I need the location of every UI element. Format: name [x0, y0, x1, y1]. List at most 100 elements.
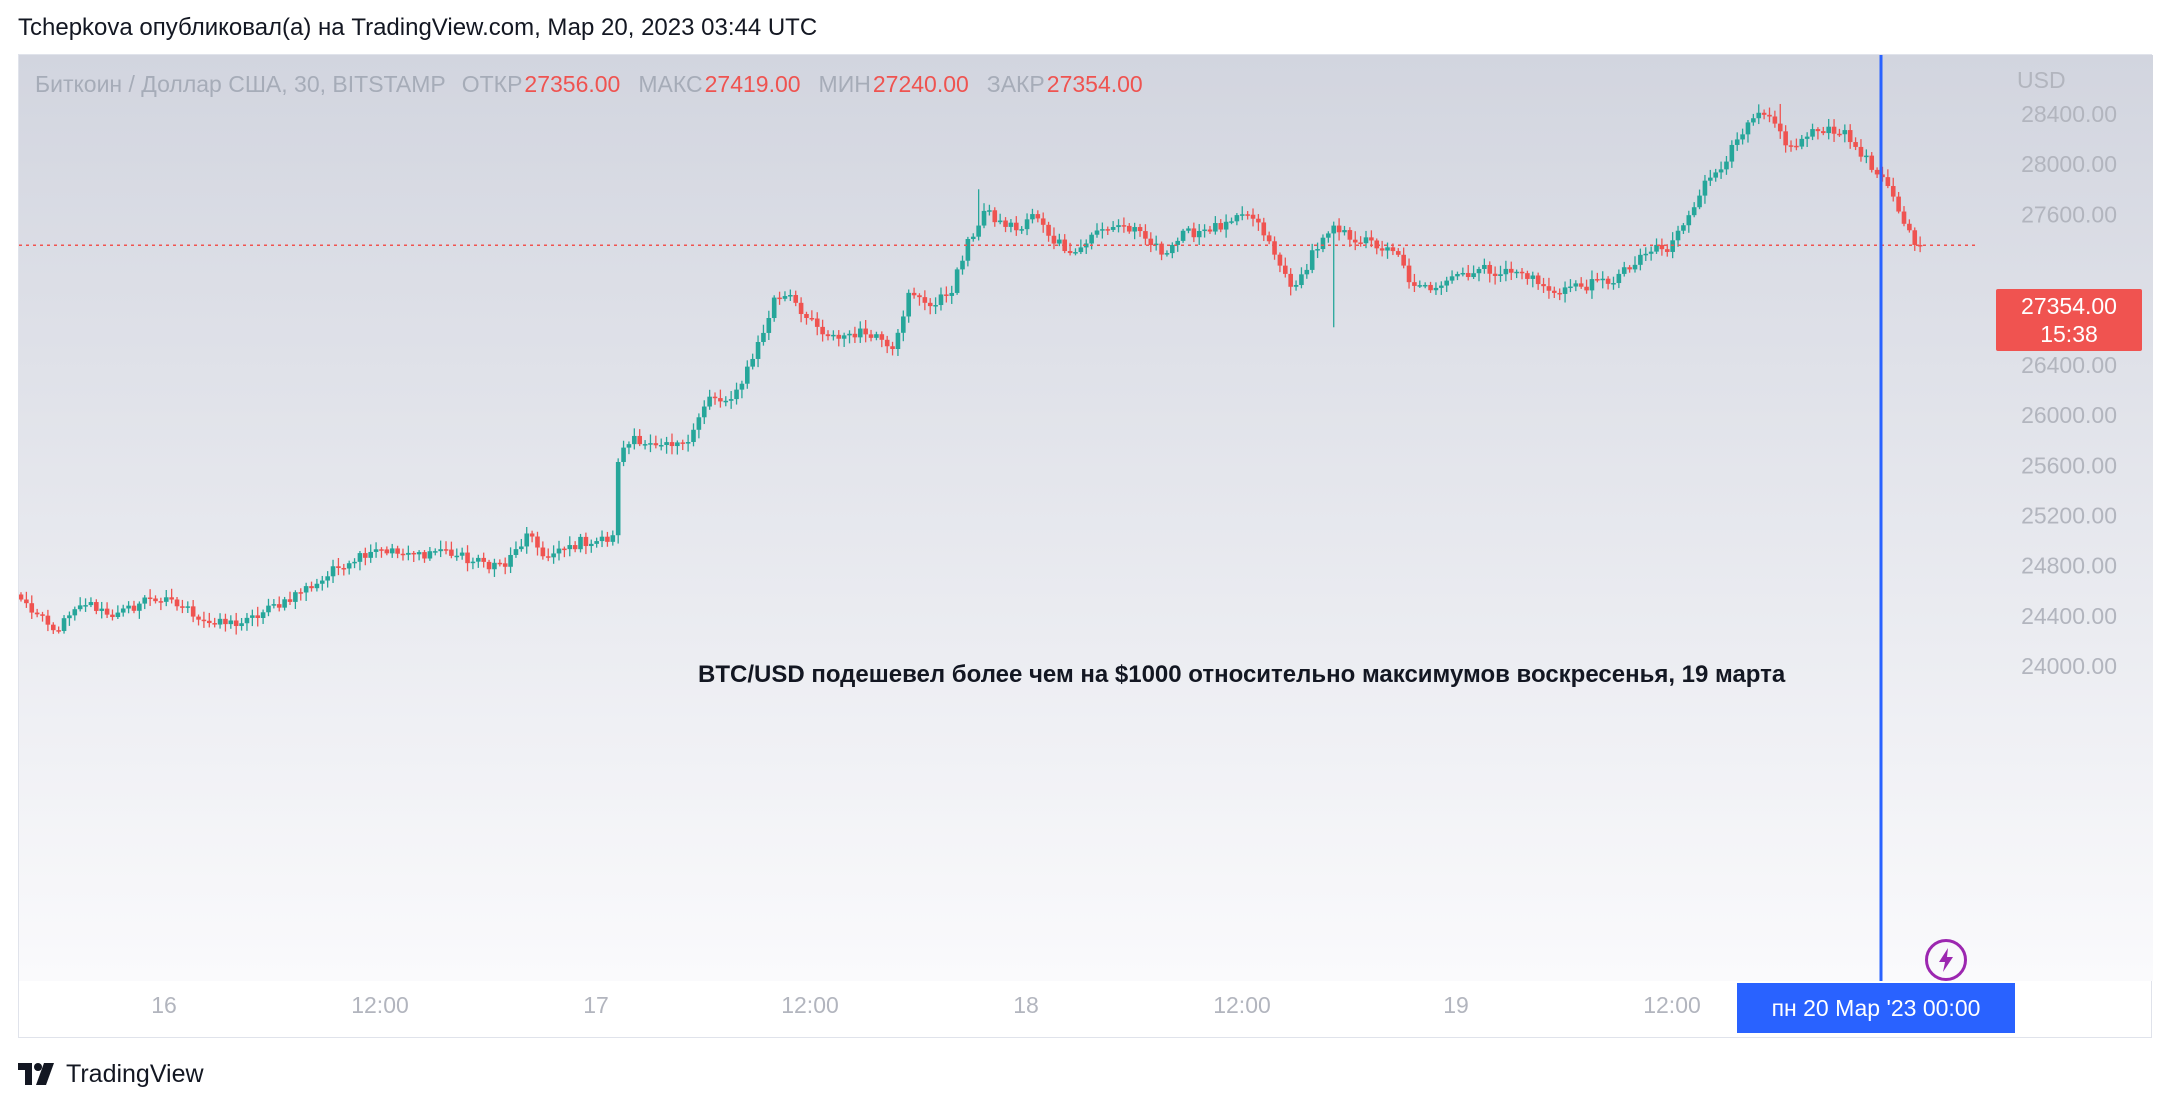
candle-body	[632, 435, 637, 445]
candle-body	[1003, 220, 1008, 227]
candle-body	[239, 623, 244, 627]
candle-body	[1734, 139, 1740, 145]
candle-body	[250, 615, 255, 618]
candle-body	[67, 615, 72, 619]
candle-body	[1508, 268, 1514, 273]
candle-body	[1358, 242, 1363, 244]
candle-body	[1632, 264, 1638, 270]
candle-body	[1761, 112, 1767, 115]
x-tick-label: 18	[1013, 992, 1039, 1018]
bar-countdown: 15:38	[2040, 321, 2098, 347]
candle-body	[1568, 286, 1573, 289]
candle-body	[1444, 280, 1449, 286]
candle-body	[110, 614, 115, 618]
candle-body	[1621, 267, 1627, 274]
x-tick-label: 19	[1443, 992, 1469, 1018]
candle-body	[890, 346, 895, 350]
candle-body	[1336, 225, 1342, 233]
candle-body	[1170, 244, 1175, 254]
candle-body	[1503, 268, 1509, 275]
candle-body	[938, 294, 944, 306]
candle-body	[1686, 215, 1692, 226]
candle-body	[1643, 253, 1649, 256]
candle-body	[927, 302, 933, 307]
candle-body	[212, 623, 217, 625]
candle-body	[825, 334, 831, 337]
candle-body	[1304, 269, 1310, 275]
candle-body	[1234, 215, 1240, 222]
candle-body	[648, 443, 653, 445]
candle-body	[1299, 274, 1304, 286]
candle-body	[1352, 239, 1358, 243]
candle-body	[228, 620, 234, 625]
candle-body	[266, 605, 271, 613]
candle-body	[1266, 235, 1272, 242]
x-tick-label: 12:00	[1213, 992, 1271, 1018]
candle-body	[782, 296, 788, 299]
candle-body	[432, 551, 438, 553]
candle-body	[1121, 225, 1127, 227]
candle-body	[373, 549, 379, 552]
candle-body	[1465, 272, 1471, 278]
candle-body	[771, 297, 777, 319]
candle-body	[1896, 196, 1901, 212]
chart-annotation[interactable]: BTC/USD подешевел более чем на $1000 отн…	[698, 661, 1786, 688]
candle-body	[1691, 207, 1697, 216]
chart-frame[interactable]: 28400.0028000.0027600.0026800.0026400.00…	[18, 54, 2153, 1039]
candle-body	[793, 295, 799, 303]
candle-body	[788, 295, 793, 297]
x-tick-label: 12:00	[1643, 992, 1701, 1018]
candle-body	[196, 616, 201, 620]
candle-body	[1648, 251, 1654, 254]
candle-body	[718, 398, 723, 402]
candle-body	[94, 602, 99, 611]
candle-body	[981, 210, 987, 226]
candle-body	[61, 618, 67, 632]
x-tick-label: 17	[583, 992, 609, 1018]
candle-body	[1250, 214, 1256, 219]
candle-body	[1272, 241, 1277, 255]
candle-body	[685, 441, 691, 444]
candle-body	[325, 576, 330, 581]
axis-currency-unit[interactable]: USD	[2017, 67, 2066, 93]
candle-body	[120, 608, 126, 613]
crosshair-time-label: пн 20 Мар '23 00:00	[1737, 983, 2015, 1033]
candle-body	[1745, 122, 1751, 135]
candle-body	[50, 624, 56, 631]
candle-body	[1412, 282, 1417, 286]
candle-body	[1347, 230, 1353, 240]
candle-body	[723, 400, 729, 403]
candle-body	[1137, 227, 1143, 232]
candle-body	[1670, 240, 1675, 252]
lightning-bolt-icon[interactable]	[1925, 939, 1967, 981]
y-tick-label: 24000.00	[2021, 653, 2117, 679]
legend-open-value: 27356.00	[524, 71, 621, 97]
candle-body	[1030, 214, 1035, 220]
tradingview-brand[interactable]: TradingView	[18, 1059, 204, 1089]
candle-body	[1492, 273, 1498, 276]
candle-body	[1708, 177, 1713, 181]
candle-body	[1078, 247, 1084, 253]
candle-body	[314, 583, 320, 589]
candle-body	[653, 443, 659, 446]
candle-body	[1207, 229, 1213, 232]
candle-body	[820, 326, 825, 335]
candle-body	[1008, 222, 1014, 227]
candle-body	[1019, 229, 1024, 231]
legend-low-value: 27240.00	[872, 71, 969, 97]
candle-body	[1611, 283, 1616, 285]
candle-body	[944, 294, 949, 296]
candle-body	[1530, 275, 1536, 279]
candle-body	[831, 334, 836, 337]
candle-body	[513, 549, 519, 555]
candle-body	[669, 442, 675, 447]
candle-body	[664, 442, 669, 446]
candle-body	[400, 553, 406, 556]
candle-body	[1256, 218, 1261, 223]
chart-canvas[interactable]: 28400.0028000.0027600.0026800.0026400.00…	[19, 55, 2153, 1039]
candle-body	[1541, 284, 1546, 287]
candle-body	[1100, 229, 1105, 231]
candle-body	[1046, 224, 1051, 236]
candle-body	[578, 536, 583, 550]
candle-body	[1578, 283, 1584, 287]
